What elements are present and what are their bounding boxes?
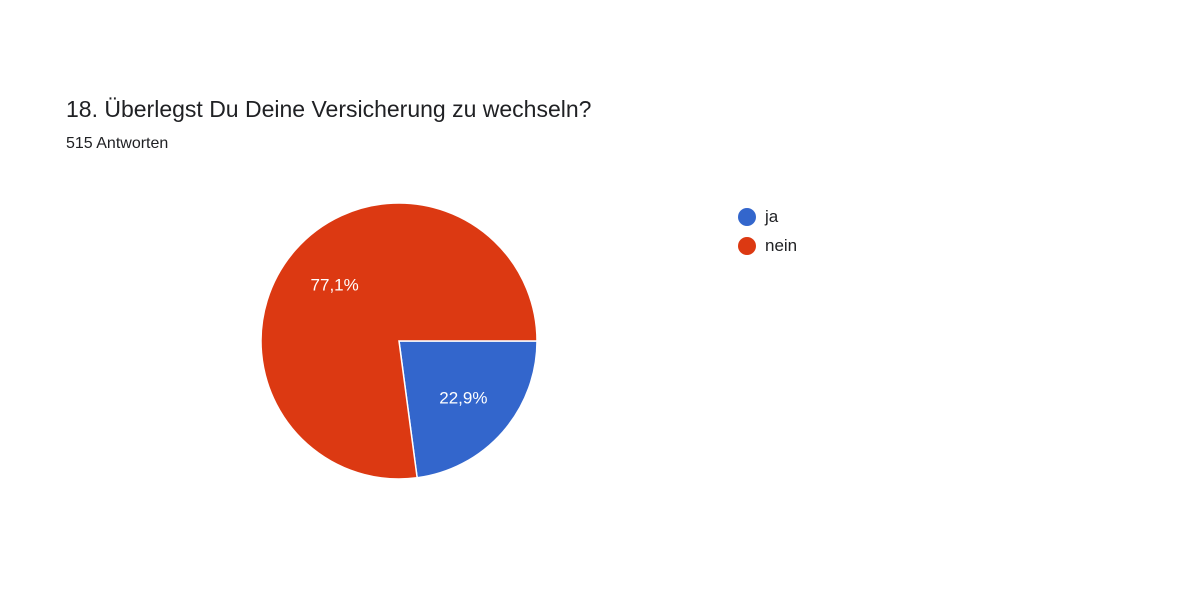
legend-item-nein[interactable]: nein [738,231,797,260]
legend-dot-nein [738,236,756,255]
response-count: 515 Antworten [66,135,169,152]
legend-label-ja: ja [765,206,779,226]
question-title: 18. Überlegst Du Deine Versicherung zu w… [66,96,592,122]
slice-label-nein: 77,1% [311,276,359,295]
pie-slice-ja[interactable] [398,340,538,479]
chart-legend: ja nein [738,202,797,260]
legend-dot-ja [738,207,756,226]
slice-label-ja: 22,9% [439,388,487,407]
legend-label-nein: nein [765,235,798,255]
pie-slice-nein[interactable] [260,202,538,480]
legend-item-ja[interactable]: ja [738,202,797,231]
